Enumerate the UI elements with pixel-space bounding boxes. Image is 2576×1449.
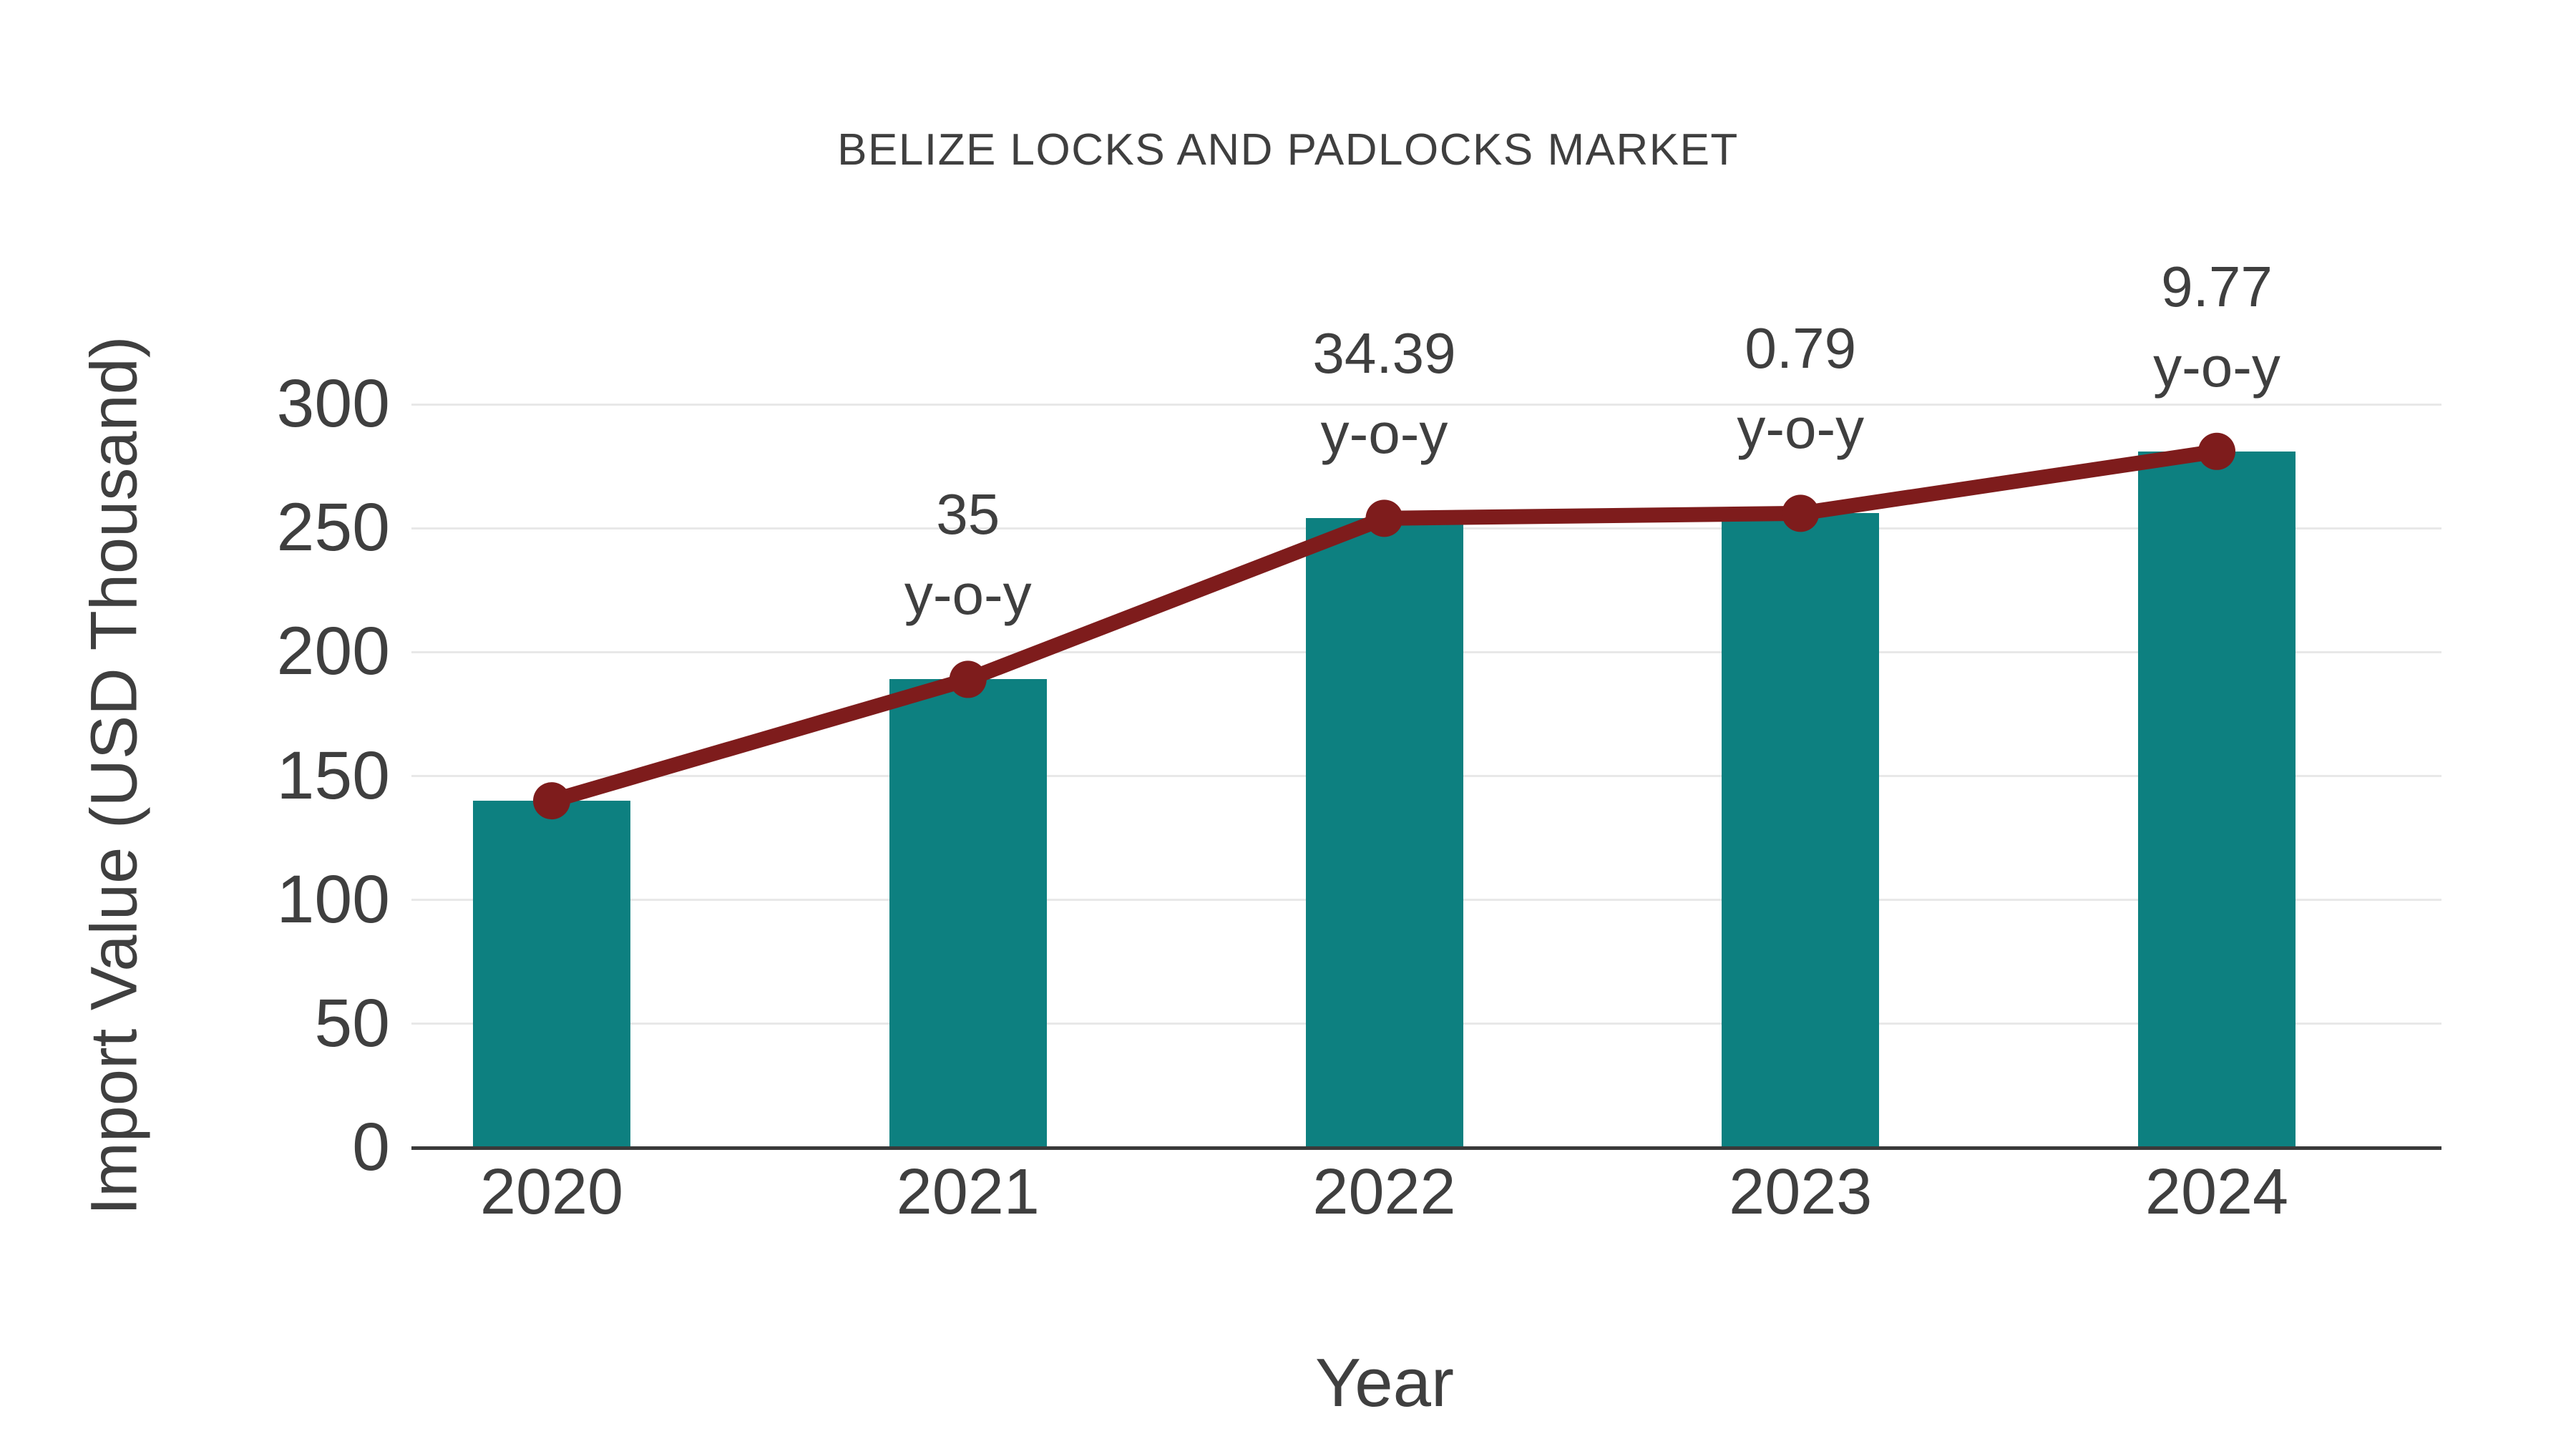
yoy-label: y-o-y — [1320, 401, 1448, 466]
x-axis-title: Year — [1315, 1345, 1454, 1421]
y-tick-label: 150 — [276, 737, 390, 814]
yoy-annotation-2023: 0.79 y-o-y — [1571, 308, 2029, 469]
y-tick-label: 250 — [276, 489, 390, 566]
x-tick-label: 2021 — [896, 1156, 1040, 1228]
yoy-annotation-2021: 35 y-o-y — [739, 474, 1197, 635]
gridline-y-300 — [411, 403, 2441, 406]
data-point-marker-2021 — [949, 660, 987, 698]
y-tick-label: 300 — [276, 366, 390, 441]
y-tick-label: 0 — [352, 1109, 390, 1185]
chart-title: BELIZE LOCKS AND PADLOCKS MARKET — [837, 125, 1739, 175]
data-point-marker-2023 — [1782, 494, 1820, 532]
yoy-annotation-2024: 9.77 y-o-y — [1988, 247, 2446, 407]
yoy-annotation-2022: 34.39 y-o-y — [1156, 313, 1614, 474]
x-tick-label: 2022 — [1312, 1156, 1456, 1228]
x-tick-label: 2020 — [479, 1156, 624, 1228]
data-point-marker-2024 — [2198, 432, 2235, 470]
bar-2022 — [1305, 518, 1463, 1148]
data-point-marker-2020 — [533, 782, 570, 820]
x-axis-line — [411, 1146, 2441, 1150]
yoy-value: 9.77 — [2161, 254, 2273, 318]
data-point-marker-2022 — [1365, 499, 1403, 537]
x-tick-label: 2024 — [2145, 1156, 2289, 1228]
bar-2023 — [1722, 513, 1880, 1148]
bar-2020 — [473, 801, 630, 1148]
x-tick-label: 2023 — [1729, 1156, 1873, 1228]
yoy-value: 0.79 — [1745, 316, 1857, 381]
y-tick-label: 100 — [276, 861, 390, 937]
yoy-label: y-o-y — [2153, 334, 2280, 399]
y-tick-label: 200 — [276, 613, 390, 690]
yoy-value: 35 — [936, 482, 1000, 547]
yoy-value: 34.39 — [1312, 321, 1456, 386]
y-tick-label: 50 — [314, 985, 390, 1061]
bar-2024 — [2138, 451, 2296, 1148]
yoy-label: y-o-y — [1737, 396, 1865, 461]
yoy-label: y-o-y — [904, 562, 1032, 627]
bar-2021 — [889, 679, 1047, 1148]
